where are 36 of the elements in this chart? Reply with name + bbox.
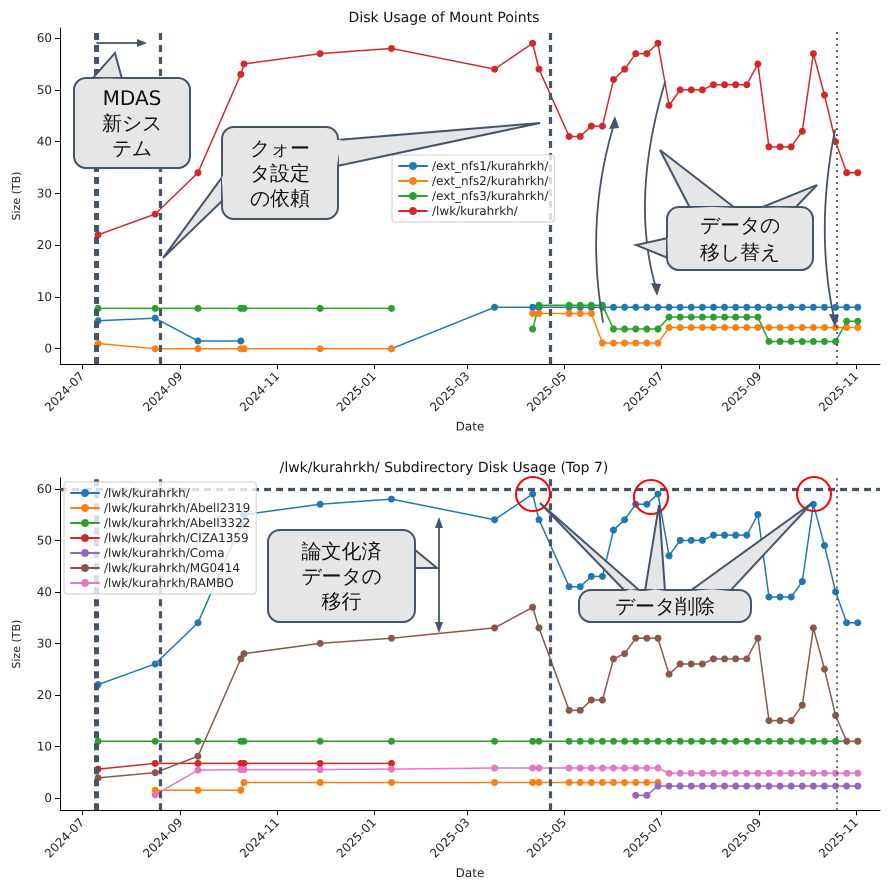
- legend-label: /lwk/kurahrkh/MG0414: [104, 561, 240, 575]
- y-tick-label: 10: [36, 290, 52, 304]
- y-tick-label: 0: [44, 790, 52, 805]
- y-tick-label: 30: [36, 636, 52, 650]
- legend-label: /lwk/kurahrkh/RAMBO: [104, 576, 234, 590]
- legend-label: /lwk/kurahrkh/Abell3322: [104, 516, 250, 530]
- y-tick-label: 30: [36, 186, 52, 200]
- annotation: クォータ設定の依頼: [250, 136, 310, 210]
- y-tick-label: 20: [36, 688, 52, 702]
- y-tick-label: 50: [36, 82, 52, 97]
- y-tick-label: 0: [44, 342, 52, 356]
- legend-label: /lwk/kurahrkh/: [104, 486, 191, 500]
- legend-label: /lwk/kurahrkh/Abell2319: [104, 501, 250, 515]
- y-tick-label: 40: [36, 584, 52, 599]
- x-axis-title: Date: [456, 866, 484, 880]
- chart-title: /lwk/kurahrkh/ Subdirectory Disk Usage (Top 7): [280, 460, 608, 476]
- y-tick-label: 10: [36, 739, 52, 754]
- x-axis-title: Date: [456, 420, 484, 434]
- y-tick-label: 20: [36, 238, 52, 252]
- legend-label: /lwk/kurahrkh/Coma: [104, 546, 225, 560]
- y-tick-label: 40: [36, 134, 52, 149]
- y-tick-label: 60: [36, 31, 52, 46]
- legend-label: /ext_nfs3/kurahrkh/: [432, 189, 550, 203]
- annotation: データの移し替え: [700, 213, 780, 264]
- annotation: MDAS新システム: [102, 86, 162, 160]
- legend-label: /ext_nfs1/kurahrkh/: [432, 159, 550, 173]
- legend-label: /lwk/kurahrkh/: [432, 204, 519, 218]
- legend-label: /lwk/kurahrkh/CIZA1359: [104, 531, 249, 545]
- y-axis-title: Size (TB): [10, 620, 23, 669]
- chart-title: Disk Usage of Mount Points: [348, 10, 540, 26]
- y-tick-label: 50: [36, 533, 52, 548]
- legend-label: /ext_nfs2/kurahrkh/: [432, 174, 550, 188]
- annotation: データ削除: [615, 594, 715, 618]
- y-axis-title: Size (TB): [10, 172, 23, 220]
- annotation: 論文化済データの移行: [302, 539, 382, 613]
- y-tick-label: 60: [36, 482, 52, 496]
